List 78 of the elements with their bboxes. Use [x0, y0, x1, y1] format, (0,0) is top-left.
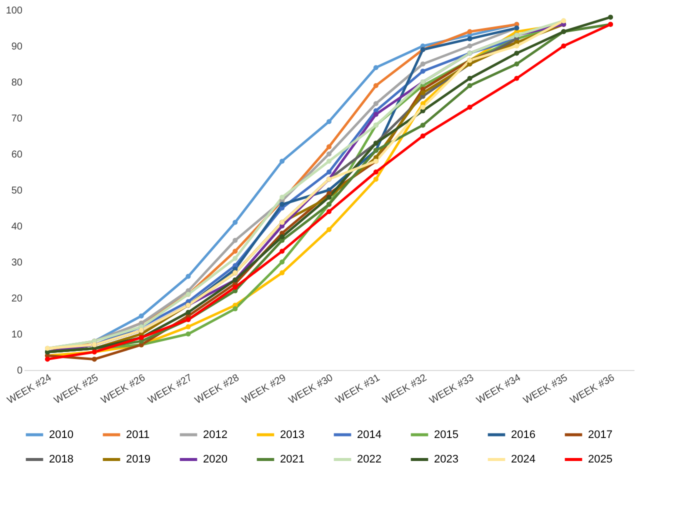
point — [467, 76, 472, 81]
point — [326, 158, 332, 164]
point — [280, 202, 285, 207]
legend-label: 2014 — [357, 428, 382, 441]
point — [280, 194, 285, 200]
legend-label: 2021 — [280, 454, 304, 466]
point — [138, 314, 144, 318]
legend-label: 2022 — [357, 454, 382, 466]
point — [232, 220, 238, 225]
point — [280, 248, 285, 254]
legend-label: 2020 — [203, 454, 228, 466]
point — [420, 122, 426, 128]
y-tick-label: 90 — [11, 42, 23, 52]
point — [373, 170, 378, 174]
point — [186, 310, 191, 315]
point — [92, 356, 97, 362]
point — [467, 29, 472, 34]
point — [326, 144, 332, 150]
point — [561, 44, 566, 48]
point — [514, 62, 520, 66]
y-tick-label: 80 — [11, 78, 23, 88]
point — [514, 44, 520, 48]
point — [232, 248, 238, 254]
point — [373, 65, 378, 70]
point — [280, 234, 285, 240]
legend-label: 2011 — [126, 428, 150, 441]
legend-label: 2024 — [511, 454, 536, 466]
point — [373, 101, 378, 106]
point — [44, 356, 50, 362]
legend-label: 2017 — [588, 428, 612, 441]
point — [186, 274, 191, 279]
point — [232, 256, 238, 261]
legend-label: 2018 — [49, 454, 74, 466]
point — [420, 62, 426, 66]
point — [326, 209, 332, 214]
point — [280, 260, 285, 264]
legend-label: 2015 — [434, 428, 458, 441]
point — [373, 112, 378, 117]
point — [467, 83, 472, 88]
point — [186, 324, 191, 330]
point — [373, 176, 378, 182]
point — [232, 238, 238, 243]
point — [420, 104, 426, 110]
y-tick-label: 0 — [16, 366, 23, 376]
point — [232, 306, 238, 312]
y-tick-label: 50 — [11, 186, 23, 196]
point — [514, 76, 520, 81]
legend-label: 2023 — [434, 454, 458, 466]
y-tick-label: 10 — [11, 330, 23, 340]
legend-label: 2019 — [126, 454, 150, 466]
point — [608, 14, 614, 20]
legend-label: 2010 — [49, 428, 74, 441]
legend-label: 2016 — [511, 428, 536, 441]
point — [420, 68, 426, 74]
legend-label: 2025 — [588, 454, 612, 466]
point — [326, 170, 332, 174]
point — [373, 83, 378, 88]
y-tick-label: 70 — [11, 114, 23, 124]
point — [280, 158, 285, 164]
point — [420, 134, 426, 138]
point — [326, 227, 332, 232]
legend-label: 2012 — [203, 428, 228, 441]
point — [280, 270, 285, 276]
point — [232, 284, 238, 290]
point — [467, 44, 472, 48]
y-tick-label: 60 — [11, 150, 23, 160]
y-tick-label: 30 — [11, 258, 23, 268]
y-tick-label: 100 — [6, 6, 23, 16]
y-tick-label: 20 — [11, 294, 23, 304]
point — [326, 152, 332, 156]
point — [467, 36, 472, 42]
point — [467, 104, 472, 110]
point — [514, 50, 520, 56]
point — [420, 90, 426, 96]
point — [186, 332, 191, 336]
point — [326, 119, 332, 124]
y-tick-label: 40 — [11, 222, 23, 232]
legend-label: 2013 — [280, 428, 304, 441]
